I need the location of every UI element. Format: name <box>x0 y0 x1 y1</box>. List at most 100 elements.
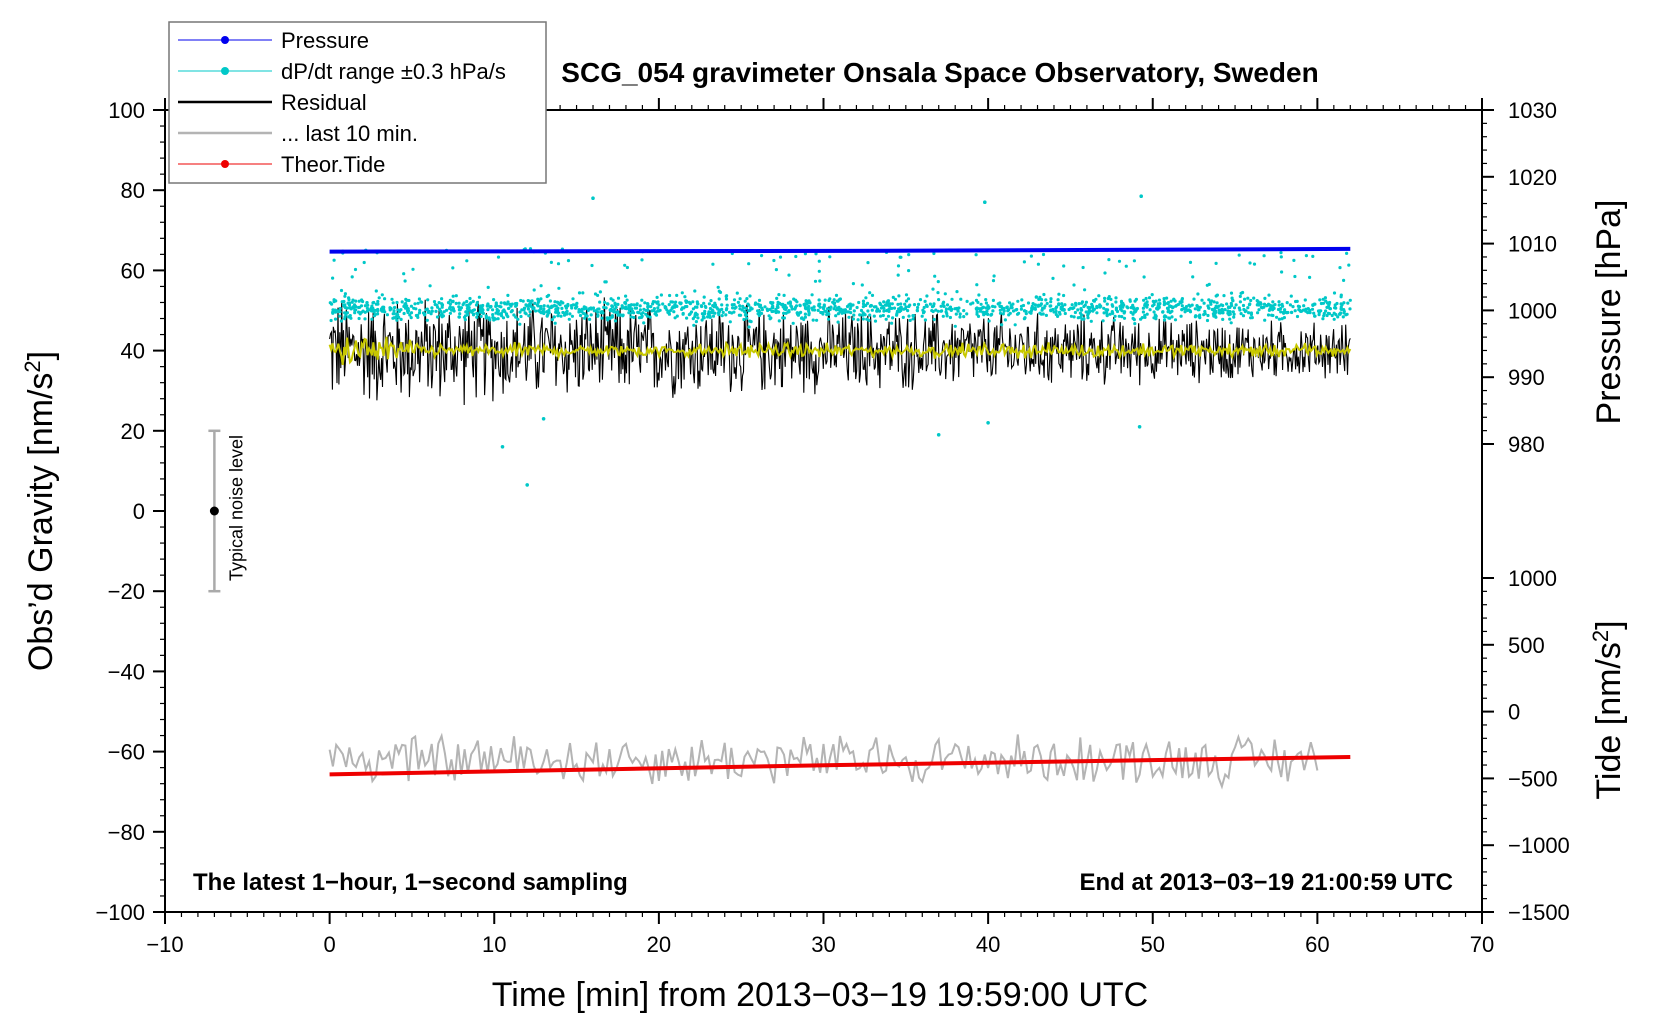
dpdt-point <box>1238 294 1242 298</box>
dpdt-point <box>711 314 716 318</box>
dpdt-point <box>502 301 507 305</box>
dpdt-point <box>803 302 807 306</box>
dpdt-point <box>1255 303 1259 307</box>
dpdt-point <box>1054 312 1058 317</box>
dpdt-point <box>1339 295 1343 299</box>
dpdt-point <box>1117 259 1122 263</box>
dpdt-point <box>738 304 742 308</box>
annotation-end-time: End at 2013−03−19 21:00:59 UTC <box>1079 869 1453 896</box>
dpdt-point <box>536 300 540 304</box>
y-axis-title-pressure: Pressure [hPa] <box>1590 200 1628 425</box>
dpdt-point <box>602 305 606 309</box>
dpdt-point <box>1165 296 1169 300</box>
dpdt-point <box>430 306 434 310</box>
dpdt-point <box>1108 312 1112 316</box>
dpdt-point <box>782 311 786 315</box>
dpdt-point <box>965 312 969 316</box>
dpdt-point <box>1162 318 1167 322</box>
dpdt-point <box>694 320 699 324</box>
dpdt-point <box>872 314 876 318</box>
dpdt-point <box>744 313 749 317</box>
dpdt-point <box>1078 311 1082 315</box>
dpdt-point <box>1188 310 1193 314</box>
dpdt-point <box>354 308 358 312</box>
dpdt-outlier-point <box>986 421 990 425</box>
dpdt-point <box>821 312 825 316</box>
dpdt-point <box>450 308 454 312</box>
dpdt-point <box>803 315 808 319</box>
dpdt-point <box>557 286 561 290</box>
dpdt-point <box>358 312 362 316</box>
dpdt-point <box>861 302 866 306</box>
dpdt-point <box>1179 314 1183 318</box>
dpdt-point <box>891 295 895 299</box>
dpdt-point <box>1183 310 1187 314</box>
dpdt-point <box>852 309 856 313</box>
dpdt-point <box>1087 309 1091 313</box>
dpdt-point <box>399 317 403 321</box>
dpdt-point <box>1214 304 1218 308</box>
dpdt-point <box>1223 308 1227 312</box>
y-tick-label: −80 <box>108 820 145 845</box>
dpdt-point <box>991 279 996 283</box>
dpdt-point <box>897 307 901 311</box>
dpdt-point <box>923 318 928 322</box>
dpdt-point <box>624 294 628 298</box>
dpdt-point <box>742 317 746 322</box>
dpdt-point <box>1348 298 1352 302</box>
dpdt-point <box>376 299 380 304</box>
pressure-tick-label: 1000 <box>1508 298 1557 323</box>
dpdt-point <box>1020 298 1024 302</box>
dpdt-point <box>1202 301 1206 305</box>
dpdt-point <box>1225 302 1229 306</box>
dpdt-point <box>1263 318 1267 322</box>
dpdt-point <box>521 299 525 303</box>
dpdt-point <box>1062 293 1066 298</box>
dpdt-point <box>656 309 660 313</box>
dpdt-point <box>603 300 607 304</box>
dpdt-point <box>646 305 650 309</box>
dpdt-point <box>998 311 1003 315</box>
dpdt-point <box>488 318 492 322</box>
dpdt-point <box>1252 262 1257 266</box>
dpdt-point <box>479 314 483 318</box>
dpdt-point <box>610 315 614 319</box>
dpdt-point <box>486 285 490 289</box>
dpdt-point <box>457 315 461 319</box>
dpdt-point <box>1026 301 1031 305</box>
dpdt-point <box>553 300 557 304</box>
dpdt-point <box>975 307 979 311</box>
dpdt-point <box>956 309 960 313</box>
dpdt-point <box>426 298 430 302</box>
dpdt-point <box>1207 298 1211 302</box>
dpdt-point <box>451 266 455 270</box>
dpdt-point <box>813 279 818 283</box>
dpdt-point <box>1228 317 1232 321</box>
dpdt-point <box>724 294 728 298</box>
dpdt-point <box>1207 306 1211 310</box>
dpdt-point <box>1008 301 1012 305</box>
dpdt-point <box>628 305 632 309</box>
dpdt-point <box>360 298 364 302</box>
dpdt-point <box>640 258 644 262</box>
dpdt-point <box>942 304 946 308</box>
dpdt-point <box>822 303 826 307</box>
dpdt-point <box>684 299 688 303</box>
dpdt-point <box>716 311 721 315</box>
dpdt-point <box>896 264 901 268</box>
dpdt-point <box>828 307 832 312</box>
dpdt-point <box>1000 323 1004 327</box>
dpdt-point <box>570 314 575 318</box>
dpdt-point <box>1341 315 1345 319</box>
dpdt-point <box>732 310 736 314</box>
dpdt-point <box>1263 296 1267 300</box>
dpdt-point <box>463 318 467 322</box>
dpdt-point <box>782 304 787 308</box>
legend-label: dP/dt range ±0.3 hPa/s <box>281 59 506 84</box>
dpdt-point <box>981 305 986 309</box>
dpdt-point <box>1036 303 1041 307</box>
dpdt-point <box>781 316 785 320</box>
dpdt-point <box>906 309 910 313</box>
dpdt-point <box>1072 315 1076 319</box>
dpdt-point <box>596 307 600 311</box>
